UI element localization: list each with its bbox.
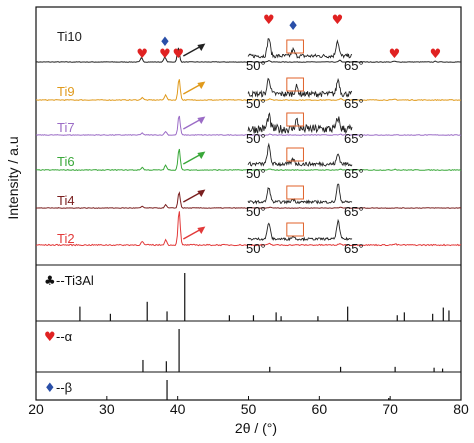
x-tick-label: 40	[170, 401, 186, 417]
inset-phase-marker: ♥	[263, 13, 275, 28]
inset-pointer-arrow	[182, 118, 202, 130]
alpha-phase-marker: ♥	[159, 47, 171, 62]
series-line-ti9	[35, 79, 462, 102]
inset-highlight-box	[286, 77, 304, 92]
alpha-phase-marker: ♥	[173, 47, 185, 62]
x-tick-label: 60	[312, 401, 328, 417]
inset-start-label: 50°	[246, 241, 266, 256]
reference-label: --β	[56, 380, 72, 395]
inset-start-label: 50°	[246, 166, 266, 181]
x-axis-title: 2θ / (°)	[235, 420, 277, 436]
series-line-ti7	[35, 115, 462, 136]
y-axis-title: Intensity / a.u	[5, 136, 21, 219]
x-tick-label: 20	[28, 401, 44, 417]
inset-pointer-arrow	[182, 228, 202, 240]
x-tick-label: 70	[382, 401, 398, 417]
arrow-head	[197, 81, 206, 89]
arrow-head	[197, 189, 206, 197]
inset-end-label: 65°	[344, 58, 364, 73]
inset-highlight-box	[286, 222, 304, 237]
series-label-ti2: Ti2	[57, 231, 75, 246]
inset-pointer-arrow	[182, 191, 202, 203]
x-axis: 20 30 40 50 60 70 80	[28, 396, 469, 417]
series-label-ti4: Ti4	[57, 193, 75, 208]
diffraction-panel: Ti10 50° 65° Ti9 50° 65° Ti7 50° 65° Ti6 50° 65° Ti4…	[35, 6, 462, 401]
inset-trace	[247, 38, 353, 59]
inset-start-label: 50°	[246, 96, 266, 111]
inset-highlight-box	[286, 185, 304, 200]
inset-phase-marker: ♥	[332, 13, 344, 28]
beta-phase-marker: ♦	[159, 35, 171, 50]
inset-start-label: 50°	[246, 58, 266, 73]
series-line-ti10	[35, 47, 462, 63]
series-label-ti9: Ti9	[57, 84, 75, 99]
inset-trace	[247, 183, 353, 205]
alpha-phase-marker: ♥	[430, 47, 442, 62]
series-line-ti2	[35, 211, 462, 247]
inset-end-label: 65°	[344, 204, 364, 219]
inset-phase-marker: ♦	[287, 19, 299, 34]
series-label-ti7: Ti7	[57, 120, 75, 135]
arrow-head	[197, 116, 206, 124]
inset-trace	[247, 77, 353, 99]
alpha-phase-marker: ♥	[136, 47, 148, 62]
arrow-head	[197, 151, 206, 159]
inset-highlight-box	[286, 112, 304, 127]
inset-end-label: 65°	[344, 131, 364, 146]
reference-symbol: ♦	[44, 381, 56, 396]
inset-end-label: 65°	[344, 241, 364, 256]
x-tick-label: 80	[453, 401, 469, 417]
inset-pointer-arrow	[182, 83, 202, 95]
series-line-ti6	[36, 148, 462, 172]
inset-start-label: 50°	[246, 131, 266, 146]
series-label-ti10: Ti10	[57, 29, 82, 44]
reference-label: --Ti3Al	[56, 273, 94, 288]
arrow-head	[197, 226, 206, 234]
x-tick-label: 30	[99, 401, 115, 417]
inset-highlight-box	[286, 147, 304, 162]
reference-symbol: ♥	[44, 330, 56, 345]
inset-trace	[247, 112, 353, 135]
inset-pointer-arrow	[182, 45, 202, 57]
inset-end-label: 65°	[344, 96, 364, 111]
inset-start-label: 50°	[246, 204, 266, 219]
reference-symbol: ♣	[44, 274, 56, 289]
inset-trace	[247, 142, 353, 168]
x-tick-label: 50	[241, 401, 257, 417]
arrow-head	[197, 43, 206, 51]
series-line-ti4	[35, 191, 462, 209]
inset-pointer-arrow	[182, 153, 202, 165]
series-label-ti6: Ti6	[57, 154, 75, 169]
inset-trace	[247, 218, 353, 242]
inset-end-label: 65°	[344, 166, 364, 181]
alpha-phase-marker: ♥	[389, 47, 401, 62]
reference-label: --α	[56, 329, 73, 344]
inset-highlight-box	[286, 39, 304, 54]
reference-panels: ♣ --Ti3Al ♥ --α ♦ --β	[36, 264, 461, 400]
